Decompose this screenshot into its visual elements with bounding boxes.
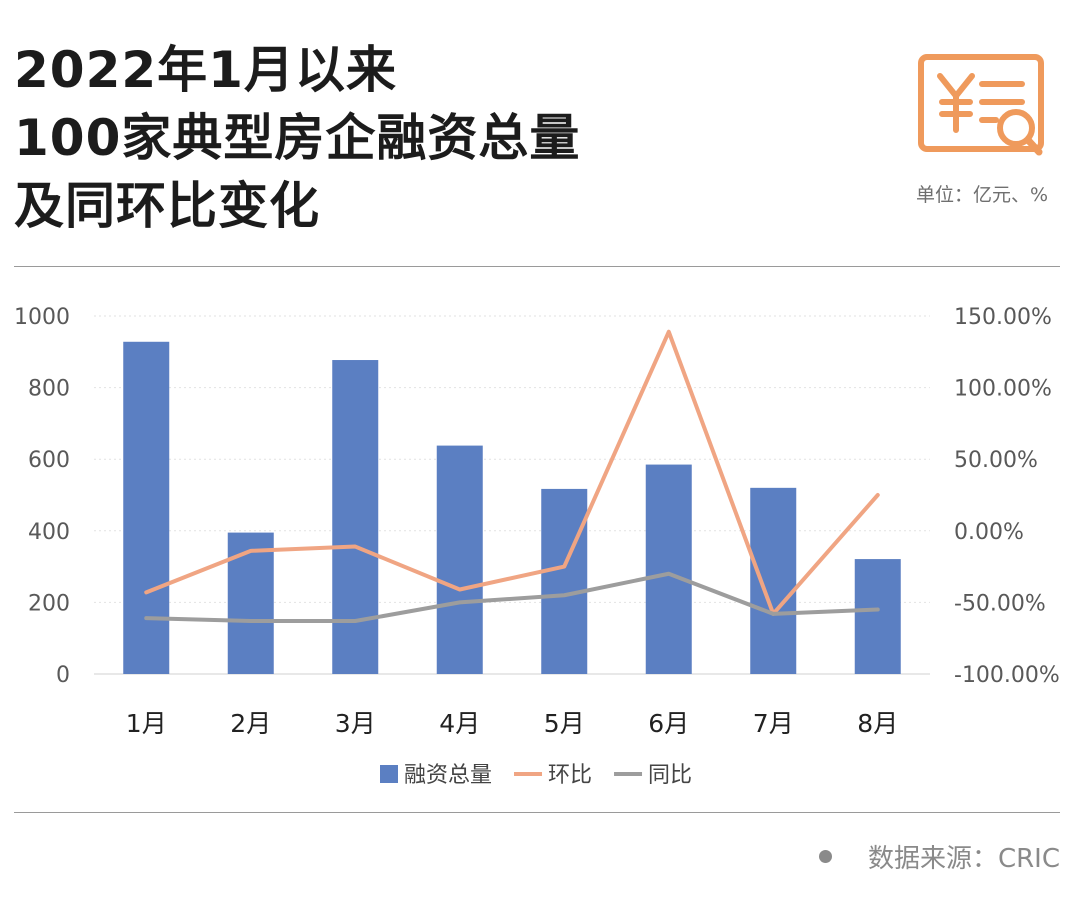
legend-swatch: [380, 765, 398, 783]
y-tick-label: 0: [56, 663, 70, 688]
title-line-3: 及同环比变化: [14, 177, 320, 235]
top-divider: [14, 266, 1060, 267]
title-line-2: 100家典型房企融资总量: [14, 109, 581, 167]
bottom-divider: [14, 812, 1060, 813]
bar: [854, 559, 901, 674]
legend-label: 融资总量: [404, 763, 492, 788]
bar: [332, 360, 379, 674]
bar: [541, 488, 588, 674]
title-line-1: 2022年1月以来: [14, 41, 397, 99]
series-line-2: [144, 571, 880, 624]
chart-title: 2022年1月以来 100家典型房企融资总量 及同环比变化: [14, 36, 580, 240]
source-text: 数据来源：CRIC: [867, 844, 1060, 874]
finance-search-icon: [918, 54, 1044, 162]
y2-tick-label: 0.00%: [954, 520, 1024, 545]
x-tick-label: 4月: [439, 709, 480, 738]
x-tick-label: 2月: [230, 709, 271, 738]
unit-label: 单位：亿元、%: [915, 184, 1048, 206]
x-tick-label: 1月: [126, 709, 167, 738]
y-tick-label: 600: [28, 448, 70, 473]
legend-label: 同比: [648, 763, 692, 788]
chart-area: 0 200 400 600 800 1000 -100.00% -50.00% 0.00% 50…: [14, 305, 1060, 788]
y2-tick-label: 100.00%: [954, 377, 1052, 402]
y-tick-label: 200: [28, 591, 70, 616]
y-tick-label: 400: [28, 520, 70, 545]
y2-tick-label: -50.00%: [954, 591, 1046, 616]
x-tick-label: 6月: [648, 709, 689, 738]
series-line-1: [144, 329, 880, 616]
y-tick-label: 800: [28, 377, 70, 402]
source-note: 数据来源：CRIC: [818, 838, 1060, 875]
y2-tick-label: -100.00%: [954, 663, 1060, 688]
bar: [227, 532, 274, 674]
x-tick-label: 7月: [753, 709, 794, 738]
x-tick-label: 8月: [857, 709, 898, 738]
bar: [436, 445, 483, 674]
legend-label: 环比: [548, 763, 592, 788]
y-tick-label: 1000: [14, 305, 70, 330]
x-tick-label: 5月: [544, 709, 585, 738]
bar: [123, 341, 170, 674]
bar: [645, 464, 692, 674]
y2-tick-label: 150.00%: [954, 305, 1052, 330]
y2-tick-label: 50.00%: [954, 448, 1038, 473]
x-tick-label: 3月: [335, 709, 376, 738]
bar: [750, 487, 797, 674]
bullet-dot: [818, 850, 832, 863]
